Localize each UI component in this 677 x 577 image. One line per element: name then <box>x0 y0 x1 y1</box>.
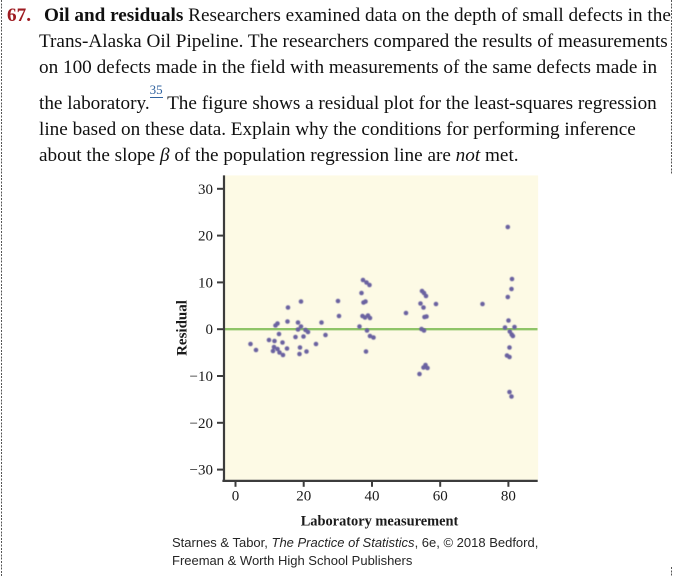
svg-text:0: 0 <box>206 322 214 338</box>
svg-text:Residual: Residual <box>175 300 191 356</box>
svg-text:20: 20 <box>198 229 213 245</box>
svg-text:−20: −20 <box>190 416 213 432</box>
svg-text:80: 80 <box>501 489 516 505</box>
svg-text:Laboratory measurement: Laboratory measurement <box>301 514 459 530</box>
svg-text:40: 40 <box>365 489 380 505</box>
svg-text:−30: −30 <box>190 463 213 479</box>
svg-text:20: 20 <box>296 489 311 505</box>
svg-text:60: 60 <box>433 489 448 505</box>
svg-text:0: 0 <box>232 489 240 505</box>
svg-text:30: 30 <box>198 182 213 198</box>
svg-text:10: 10 <box>198 275 213 291</box>
svg-text:−10: −10 <box>190 369 213 385</box>
